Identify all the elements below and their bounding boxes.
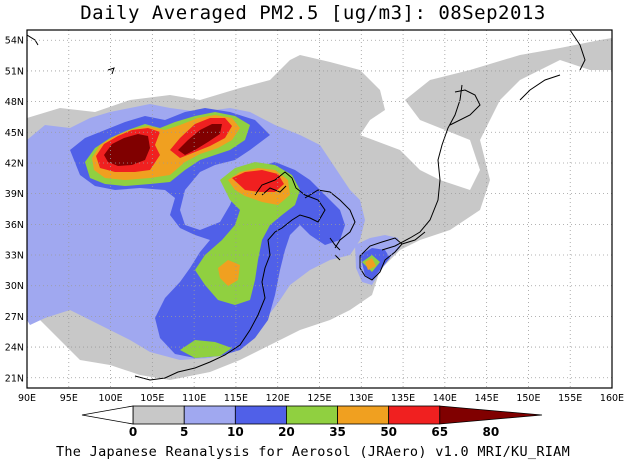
colorbar-label: 80 <box>483 425 500 439</box>
lon-label: 115E <box>224 393 248 404</box>
colorbar-label: 20 <box>278 425 295 439</box>
lon-label: 90E <box>18 393 36 404</box>
colorbar-label: 35 <box>329 425 346 439</box>
lat-label: 27N <box>5 312 24 323</box>
lon-label: 140E <box>433 393 457 404</box>
lon-label: 130E <box>349 393 373 404</box>
colorbar-swatch <box>234 405 287 425</box>
lon-label: 100E <box>99 393 123 404</box>
lon-label: 95E <box>60 393 78 404</box>
colorbar-swatch <box>388 405 441 425</box>
colorbar-swatch <box>337 405 390 425</box>
lon-label: 120E <box>266 393 290 404</box>
lon-label: 150E <box>516 393 540 404</box>
lat-label: 51N <box>5 66 24 77</box>
lon-label: 160E <box>600 393 624 404</box>
grid-lines <box>27 30 612 388</box>
map-title: Daily Averaged PM2.5 [ug/m3]: 08Sep2013 <box>80 2 546 24</box>
map-frame <box>26 29 613 389</box>
lat-label: 42N <box>5 158 24 169</box>
colorbar-swatch <box>286 405 338 425</box>
colorbar-label: 5 <box>180 425 188 439</box>
colorbar-label: 10 <box>227 425 244 439</box>
pm25-level-80 <box>104 124 222 166</box>
footer-credit: The Japanese Reanalysis for Aerosol (JRA… <box>55 444 571 460</box>
lat-label: 21N <box>5 373 24 384</box>
longitude-labels: 90E 95E 100E 105E 110E 115E 120E 125E 130E 135E 14… <box>18 393 624 404</box>
lat-label: 54N <box>5 36 24 47</box>
pm25-field <box>27 38 612 380</box>
lon-label: 110E <box>182 393 206 404</box>
colorbar-label: 50 <box>380 425 397 439</box>
colorbar-swatch <box>132 405 185 425</box>
lat-label: 30N <box>5 281 24 292</box>
lat-label: 39N <box>5 189 24 200</box>
lat-label: 45N <box>5 128 24 139</box>
colorbar-label: 0 <box>129 425 137 439</box>
colorbar-arrow-high <box>439 405 543 425</box>
lat-label: 24N <box>5 343 24 354</box>
colorbar: 0 5 10 20 35 50 65 80 <box>81 405 543 439</box>
lat-label: 48N <box>5 97 24 108</box>
lon-label: 135E <box>391 393 415 404</box>
colorbar-arrow-low <box>81 405 134 425</box>
lon-label: 145E <box>475 393 499 404</box>
lon-label: 125E <box>307 393 331 404</box>
coastlines <box>27 30 586 381</box>
lon-label: 105E <box>140 393 164 404</box>
colorbar-label: 65 <box>431 425 448 439</box>
pm25-level-50 <box>92 115 376 286</box>
latitude-labels: 54N 51N 48N 45N 42N 39N 36N 33N 30N 27N 24N 21N <box>5 36 24 385</box>
colorbar-swatch <box>183 405 236 425</box>
lon-label: 155E <box>558 393 582 404</box>
lat-label: 33N <box>5 251 24 262</box>
lat-label: 36N <box>5 220 24 231</box>
